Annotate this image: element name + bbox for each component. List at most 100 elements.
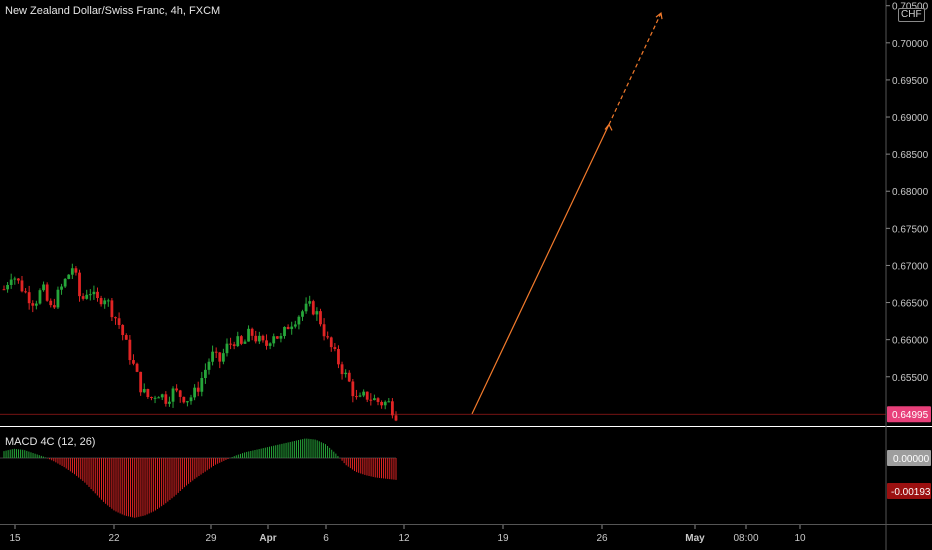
candle-body: [9, 279, 13, 285]
candle-body: [214, 351, 218, 353]
time-tick-label: 22: [108, 533, 120, 544]
price-tick-label: 0.65500: [892, 373, 929, 384]
macd-zero-label: 0.00000: [893, 454, 930, 465]
candle-body: [268, 343, 272, 346]
candle-body: [106, 300, 110, 302]
candle-body: [60, 286, 63, 290]
candle-body: [124, 335, 128, 340]
candle-body: [42, 284, 45, 291]
time-axis[interactable]: 15 22 29 Apr 6 12 19 26 May 08:00 10: [0, 524, 932, 545]
time-tick-label: 26: [596, 533, 608, 544]
candle-body: [225, 343, 229, 354]
candle-body: [257, 335, 261, 342]
candle-body: [355, 396, 358, 398]
candle-body: [351, 381, 355, 397]
candle-body: [344, 372, 348, 375]
candle-body: [196, 387, 200, 392]
candle-body: [52, 305, 56, 308]
candle-body: [103, 300, 107, 305]
candle-body: [391, 401, 394, 416]
candle-body: [221, 353, 225, 362]
candle-body: [157, 397, 161, 399]
candle-body: [34, 303, 38, 306]
candle-body: [128, 339, 132, 361]
candle-body: [315, 311, 319, 315]
candle-body: [38, 290, 42, 304]
candle-body: [70, 268, 74, 275]
candle-body: [301, 311, 304, 317]
candle-body: [286, 326, 290, 330]
candle-body: [250, 328, 254, 336]
time-tick-label: 29: [205, 533, 217, 544]
candle-body: [182, 396, 186, 403]
candle-body: [297, 316, 301, 325]
price-tick-label: 0.68000: [892, 187, 929, 198]
candle-body: [265, 340, 268, 346]
macd-value-label: -0.00193: [891, 487, 931, 498]
candle-body: [232, 344, 236, 347]
candle-body: [99, 298, 103, 305]
candle-body: [229, 343, 232, 345]
candle-body: [81, 296, 85, 299]
price-tick-label: 0.67500: [892, 224, 929, 235]
candle-body: [293, 324, 297, 327]
price-tick-label: 0.69000: [892, 113, 929, 124]
price-axis[interactable]: 0.70500 0.70000 0.69500 0.69000 0.68500 0.680…: [885, 0, 931, 550]
candle-body: [135, 363, 139, 372]
price-tick-label: 0.66000: [892, 336, 929, 347]
candle-body: [218, 352, 222, 362]
candle-body: [207, 361, 211, 370]
currency-badge: CHF: [898, 8, 925, 22]
price-tick-label: 0.70500: [892, 2, 929, 13]
candle-body: [132, 360, 135, 364]
candle-body: [85, 294, 89, 299]
candle-body: [150, 396, 153, 398]
candle-body: [171, 388, 175, 402]
candle-body: [283, 326, 286, 337]
candle-body: [114, 317, 117, 319]
candle-body: [358, 395, 362, 397]
candle-body: [16, 278, 20, 281]
candle-body: [239, 336, 243, 344]
price-tick-label: 0.69500: [892, 76, 929, 87]
time-tick-label: May: [685, 533, 705, 544]
candle-body: [20, 280, 24, 292]
forecast-arrow-dashed: [608, 12, 662, 125]
candle-body: [160, 394, 164, 398]
macd-zero-badge: [887, 450, 931, 466]
candle-body: [200, 378, 204, 392]
candle-body: [261, 335, 265, 341]
candle-body: [117, 318, 121, 325]
price-tick-label: 0.67000: [892, 261, 929, 272]
candle-body: [67, 274, 71, 279]
chart-overlay: [0, 12, 932, 427]
candle-body: [13, 278, 17, 280]
time-tick-label: 15: [9, 533, 21, 544]
candle-body: [347, 372, 351, 382]
candle-body: [203, 369, 207, 379]
candle-body: [340, 364, 344, 375]
candle-body: [236, 336, 240, 347]
time-tick-label: 08:00: [733, 533, 758, 544]
candle-body: [56, 289, 60, 308]
candle-body: [311, 301, 315, 315]
candle-body: [376, 398, 380, 402]
candle-body: [193, 387, 197, 398]
last-price-label: 0.64995: [892, 410, 929, 421]
macd-histogram: [0, 438, 397, 518]
time-tick-label: 10: [794, 533, 806, 544]
candle-body: [189, 397, 193, 402]
candle-body: [365, 391, 369, 400]
candle-body: [369, 399, 373, 401]
candle-body: [2, 289, 6, 291]
candle-body: [290, 326, 294, 330]
candle-body: [146, 389, 150, 397]
candle-body: [387, 401, 391, 403]
candle-body: [164, 394, 168, 404]
candle-body: [243, 341, 247, 344]
candle-body: [24, 291, 27, 293]
candle-body: [254, 335, 258, 342]
candle-body: [92, 291, 96, 295]
candle-body: [139, 371, 143, 393]
